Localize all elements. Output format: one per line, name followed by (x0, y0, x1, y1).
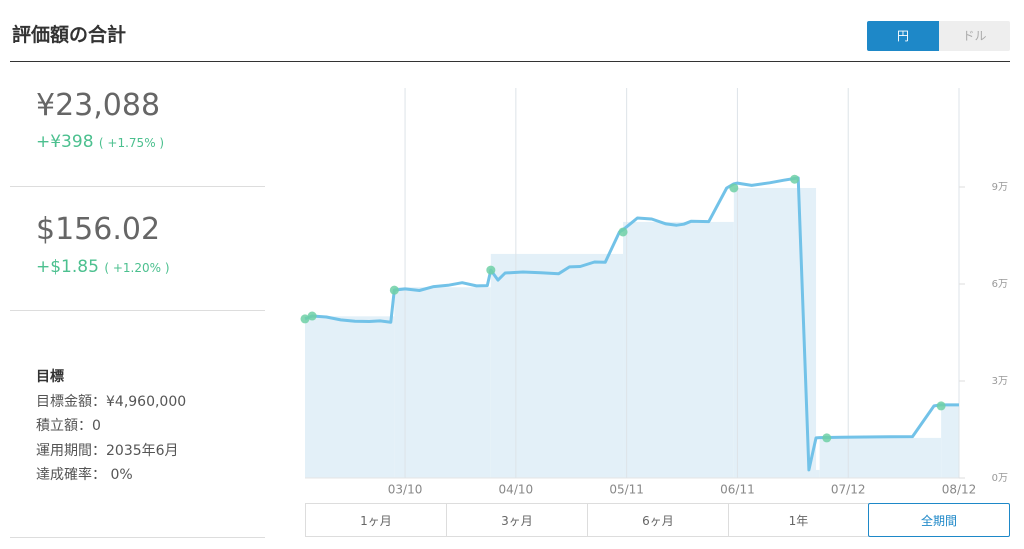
marker (307, 311, 317, 321)
marker (389, 285, 399, 295)
area-segment (816, 469, 820, 478)
y-tick-label: 9万 (992, 182, 1008, 193)
divider (10, 310, 265, 311)
area-segment (812, 187, 817, 478)
amount: $156.02 (36, 212, 161, 247)
change: +¥398 ( +1.75% ) (36, 132, 164, 152)
area-segment (819, 437, 942, 478)
y-tick-label: 6万 (992, 279, 1008, 290)
goal-item: 積立額：0 (36, 418, 101, 434)
chart: 03/10 04/10 05/11 06/11 07/12 08/12 0万 3万 6万 9万 (300, 88, 1008, 497)
x-tick-label: 06/11 (720, 483, 755, 497)
change-percent: ( +1.75% ) (98, 136, 165, 150)
page-title: 評価額の合計 (12, 24, 127, 46)
marker (486, 265, 496, 275)
marker (822, 433, 832, 443)
period-button[interactable]: 6ヶ月 (587, 503, 729, 537)
change: +$1.85 ( +1.20% ) (36, 257, 170, 277)
marker (729, 183, 739, 193)
y-tick-label: 3万 (992, 376, 1008, 387)
goal-item: 目標金額：¥4,960,000 (36, 394, 187, 410)
period-button[interactable]: 1ヶ月 (305, 503, 447, 537)
marker (936, 401, 946, 411)
period-button[interactable]: 全期間 (868, 503, 1010, 537)
area-segment (305, 316, 395, 478)
goal-item: 運用期間：2035年6月 (36, 443, 179, 459)
area-segment (490, 253, 624, 478)
y-tick-label: 0万 (992, 473, 1008, 484)
marker (790, 174, 800, 184)
x-tick-label: 04/10 (499, 483, 534, 497)
area-segment (941, 405, 959, 478)
area-segment (394, 287, 491, 478)
area-segment (623, 221, 734, 479)
currency-dollar[interactable]: ドル (939, 21, 1010, 51)
divider (10, 537, 265, 538)
change-percent: ( +1.20% ) (104, 261, 170, 275)
period-button[interactable]: 1年 (728, 503, 869, 537)
currency-yen[interactable]: 円 (867, 21, 939, 51)
goal-item: 達成確率： 0% (36, 467, 133, 483)
x-tick-label: 07/12 (831, 483, 866, 497)
header-rule (10, 61, 1010, 62)
x-tick-label: 08/12 (942, 483, 977, 497)
divider (10, 186, 265, 187)
x-tick-label: 05/11 (609, 483, 644, 497)
period-button[interactable]: 3ヶ月 (446, 503, 588, 537)
marker (618, 227, 628, 237)
change-value: +¥398 (36, 132, 94, 152)
marker (300, 314, 310, 324)
goal-title: 目標 (36, 369, 64, 385)
change-value: +$1.85 (36, 257, 99, 277)
x-tick-label: 03/10 (388, 483, 423, 497)
amount: ¥23,088 (36, 88, 161, 123)
